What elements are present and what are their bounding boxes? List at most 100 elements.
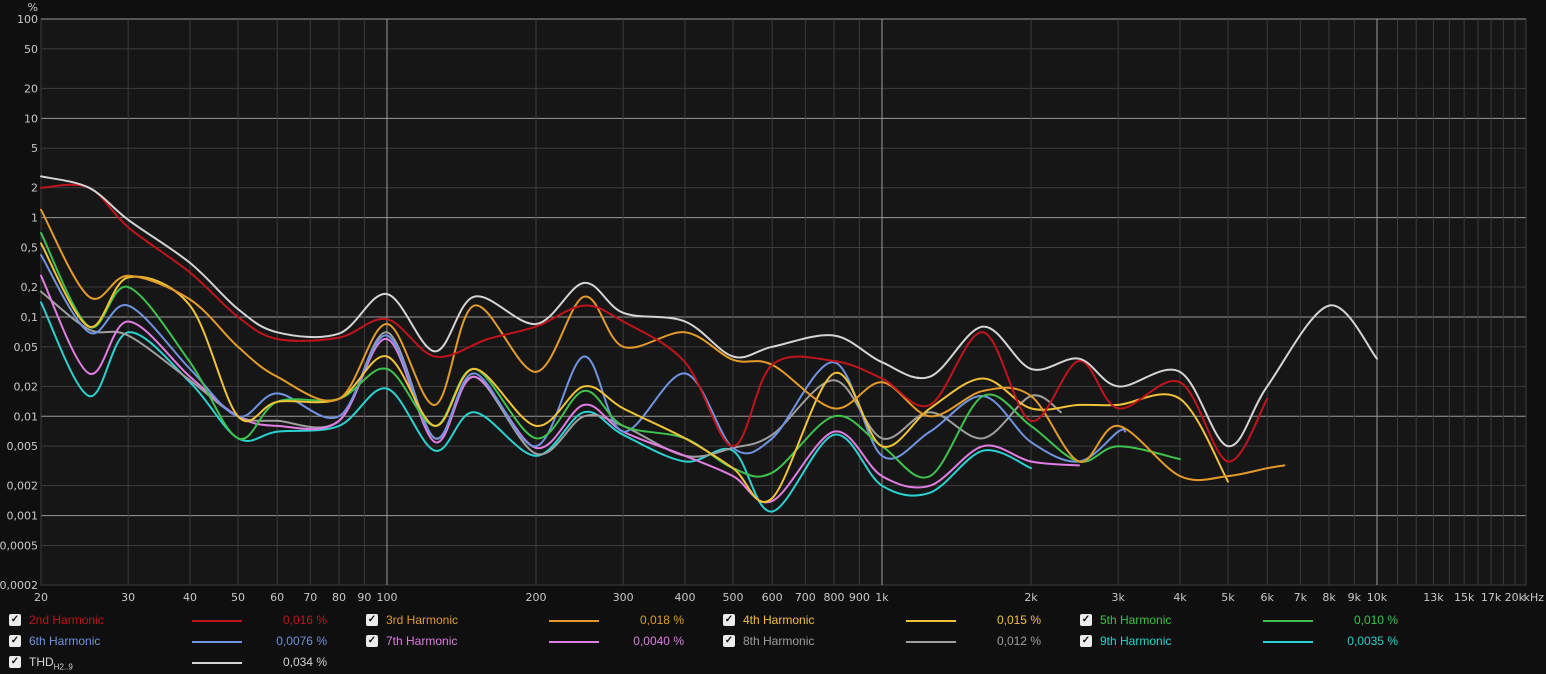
y-tick-label: 0,1 <box>21 311 39 324</box>
legend-5th-harmonic[interactable]: ✓ 5th Harmonic 0,010 % <box>1080 612 1420 630</box>
checkbox[interactable]: ✓ <box>9 635 21 647</box>
legend-line-swatch <box>192 641 242 643</box>
legend-9th-harmonic[interactable]: ✓ 9th Harmonic 0,0035 % <box>1080 633 1420 651</box>
y-tick-label: 0,005 <box>7 440 39 453</box>
checkbox[interactable]: ✓ <box>9 656 21 668</box>
legend-name: 8th Harmonic <box>743 634 815 648</box>
legend-value: 0,0040 % <box>633 634 684 648</box>
x-tick-label: 8k <box>1322 591 1336 604</box>
x-tick-label: 200 <box>526 591 547 604</box>
y-tick-label: 5 <box>31 142 38 155</box>
x-tick-label: 50 <box>231 591 245 604</box>
x-tick-label: 15k <box>1454 591 1475 604</box>
x-tick-label: 3k <box>1111 591 1125 604</box>
y-tick-label: 0,001 <box>7 510 39 523</box>
legend-name: 4th Harmonic <box>743 613 815 627</box>
thd-label: THD <box>29 655 54 669</box>
y-tick-label: 0,002 <box>7 480 39 493</box>
legend-name: 9th Harmonic <box>1100 634 1172 648</box>
x-tick-label: 17k <box>1481 591 1502 604</box>
y-tick-label: 0,2 <box>21 281 39 294</box>
legend-2nd-harmonic[interactable]: ✓ 2nd Harmonic 0,016 % <box>9 612 349 630</box>
legend-name: 7th Harmonic <box>386 634 458 648</box>
x-tick-label: 100 <box>376 591 397 604</box>
x-tick-label: 10k <box>1367 591 1388 604</box>
x-tick-label: 9k <box>1348 591 1362 604</box>
x-tick-label: 600 <box>762 591 783 604</box>
checkbox[interactable]: ✓ <box>723 614 735 626</box>
legend-name: 6th Harmonic <box>29 634 101 648</box>
x-tick-label: 80 <box>332 591 346 604</box>
legend-line-swatch <box>192 620 242 622</box>
y-tick-label: 100 <box>17 13 38 26</box>
checkbox[interactable]: ✓ <box>9 614 21 626</box>
y-tick-label: 0,01 <box>14 410 39 423</box>
checkbox[interactable]: ✓ <box>366 614 378 626</box>
y-tick-label: 0,5 <box>21 242 39 255</box>
y-tick-label: 0,05 <box>14 341 39 354</box>
x-tick-label: 40 <box>183 591 197 604</box>
legend-line-swatch <box>549 641 599 643</box>
legend-line-swatch <box>906 641 956 643</box>
legend-value: 0,016 % <box>282 613 327 627</box>
y-tick-label: 50 <box>24 43 38 56</box>
x-tick-label: 30 <box>121 591 135 604</box>
checkbox[interactable]: ✓ <box>723 635 735 647</box>
legend-value: 0,018 % <box>639 613 684 627</box>
legend-value: 0,0076 % <box>276 634 327 648</box>
series-line-5th-harmonic <box>40 232 1181 479</box>
x-tick-label: 4k <box>1173 591 1187 604</box>
x-tick-label: 5k <box>1221 591 1235 604</box>
y-tick-label: 0,0002 <box>0 579 38 592</box>
x-tick-label: 800 <box>824 591 845 604</box>
x-tick-label: 7k <box>1294 591 1308 604</box>
legend-name: 3rd Harmonic <box>386 613 459 627</box>
legend-line-swatch <box>549 620 599 622</box>
legend-value: 0,015 % <box>996 613 1041 627</box>
x-tick-label: 1k <box>875 591 889 604</box>
series-line-thd <box>40 175 1378 448</box>
legend-3rd-harmonic[interactable]: ✓ 3rd Harmonic 0,018 % <box>366 612 706 630</box>
x-tick-label: 60 <box>270 591 284 604</box>
legend-name: THDH2..9 <box>29 655 73 671</box>
checkbox[interactable]: ✓ <box>366 635 378 647</box>
legend-value: 0,034 % <box>282 655 327 669</box>
legend-4th-harmonic[interactable]: ✓ 4th Harmonic 0,015 % <box>723 612 1063 630</box>
x-tick-label: 400 <box>675 591 696 604</box>
legend-6th-harmonic[interactable]: ✓ 6th Harmonic 0,0076 % <box>9 633 349 651</box>
legend-7th-harmonic[interactable]: ✓ 7th Harmonic 0,0040 % <box>366 633 706 651</box>
legend-line-swatch <box>906 620 956 622</box>
x-tick-label: 6k <box>1260 591 1274 604</box>
x-tick-label: 900 <box>849 591 870 604</box>
x-tick-label: 20 <box>34 591 48 604</box>
y-tick-label: 20 <box>24 82 38 95</box>
legend-value: 0,012 % <box>996 634 1041 648</box>
legend-value: 0,010 % <box>1353 613 1398 627</box>
y-unit-label: % <box>28 1 38 14</box>
series-line-4th-harmonic <box>40 242 1229 503</box>
x-tick-label: 90 <box>357 591 371 604</box>
checkbox[interactable]: ✓ <box>1080 635 1092 647</box>
thd-subscript: H2..9 <box>53 662 73 672</box>
y-tick-label: 1 <box>31 212 38 225</box>
x-tick-label: 70 <box>303 591 317 604</box>
y-tick-label: 2 <box>31 182 38 195</box>
legend-name: 2nd Harmonic <box>29 613 104 627</box>
y-tick-label: 0,0005 <box>0 539 38 552</box>
legend-line-swatch <box>192 662 242 664</box>
legend-line-swatch <box>1263 620 1313 622</box>
legend-name: 5th Harmonic <box>1100 613 1172 627</box>
x-tick-label: 20k <box>1505 591 1526 604</box>
plot-area <box>40 18 1527 586</box>
x-tick-label: 2k <box>1024 591 1038 604</box>
x-tick-label: 500 <box>722 591 743 604</box>
checkbox[interactable]: ✓ <box>1080 614 1092 626</box>
series-line-2nd-harmonic <box>40 183 1269 463</box>
x-unit-label: kHz <box>1524 591 1545 604</box>
legend-thd[interactable]: ✓ THDH2..9 0,034 % <box>9 654 349 672</box>
series-line-9th-harmonic <box>40 301 1032 513</box>
x-tick-label: 13k <box>1423 591 1444 604</box>
legend-8th-harmonic[interactable]: ✓ 8th Harmonic 0,012 % <box>723 633 1063 651</box>
x-tick-label: 700 <box>795 591 816 604</box>
x-tick-label: 300 <box>613 591 634 604</box>
